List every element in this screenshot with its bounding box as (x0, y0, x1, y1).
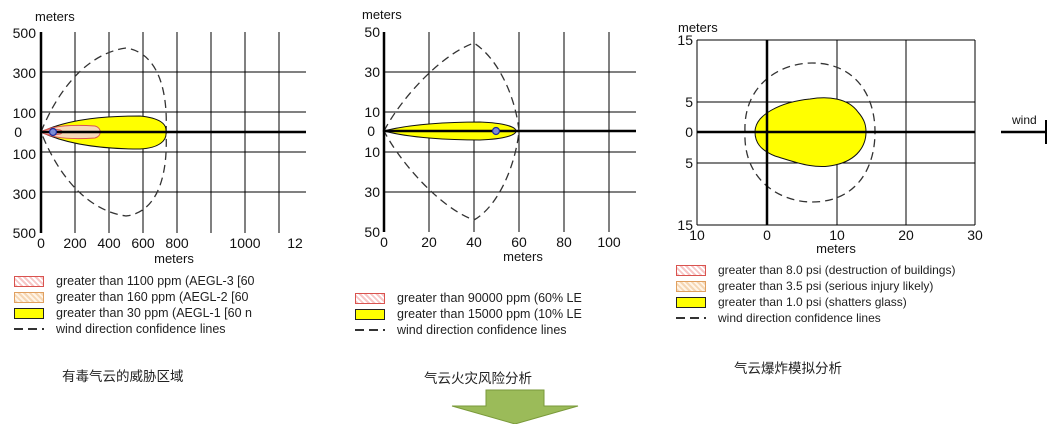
chart3-y-ticks: 15 5 0 5 15 (677, 32, 693, 233)
chart3-caption: 气云爆炸模拟分析 (734, 361, 842, 376)
chart2-ytick: 50 (364, 24, 380, 40)
legend-swatch-orange (676, 280, 706, 292)
chart-toxic-threat-zone: meters 500 300 100 0 100 300 50 (13, 9, 306, 266)
chart3-xtick: 30 (967, 227, 983, 243)
chart1-y-ticks: 500 300 100 0 100 300 500 (13, 25, 37, 241)
chart3-ytick: 15 (677, 217, 693, 233)
legend-swatch-dashed (676, 317, 706, 319)
legend-item: greater than 3.5 psi (serious injury lik… (676, 278, 1026, 294)
chart1-ytick: 300 (13, 65, 37, 81)
chart3-xlabel: meters (816, 241, 856, 256)
chart1-source-marker (48, 127, 58, 137)
legend-swatch-red (676, 264, 706, 276)
chart2-xtick: 60 (511, 234, 527, 250)
legend-swatch-orange (14, 291, 44, 303)
chart1-xtick: 200 (63, 235, 87, 251)
chart2-caption: 气云火灾风险分析 (424, 371, 532, 386)
chart3-ytick: 5 (685, 94, 693, 110)
legend-label: greater than 160 ppm (AEGL-2 [60 (56, 289, 249, 304)
chart1-xtick: 400 (97, 235, 121, 251)
chart1-x-ticks: 0 200 400 600 800 1000 12 (37, 235, 303, 251)
down-arrow-icon (451, 389, 579, 424)
legend-label: wind direction confidence lines (718, 310, 881, 325)
legend-item: wind direction confidence lines (14, 321, 310, 337)
legend-label: greater than 3.5 psi (serious injury lik… (718, 278, 934, 293)
legend-label: greater than 1.0 psi (shatters glass) (718, 294, 907, 309)
chart1-xlabel: meters (154, 251, 194, 266)
chart2-xtick: 20 (421, 234, 437, 250)
legend-item: greater than 90000 ppm (60% LE (355, 290, 639, 306)
chart2-y-ticks: 50 30 10 0 10 30 50 (364, 24, 380, 240)
legend-item: wind direction confidence lines (676, 310, 1026, 326)
legend-item: greater than 8.0 psi (destruction of bui… (676, 262, 1026, 278)
chart2-ytick: 30 (364, 64, 380, 80)
legend-swatch-red (14, 275, 44, 287)
chart2-x-ticks: 0 20 40 60 80 100 (380, 234, 621, 250)
legend-swatch-yellow (14, 307, 44, 319)
chart-explosion-sim: meters 15 5 0 5 15 10 0 10 20 30 (677, 20, 1047, 256)
chart1-ytick: 0 (14, 124, 22, 140)
chart1-caption: 有毒气云的威胁区域 (62, 369, 184, 384)
legend-swatch-dashed (355, 329, 385, 331)
legend-label: wind direction confidence lines (397, 322, 567, 337)
chart3-xtick: 20 (898, 227, 914, 243)
chart3-ytick: 15 (677, 32, 693, 48)
chart2-xtick: 80 (556, 234, 572, 250)
legend-label: greater than 30 ppm (AEGL-1 [60 n (56, 305, 252, 320)
legend-label: greater than 1100 ppm (AEGL-3 [60 (56, 273, 255, 288)
chart1-xtick: 600 (131, 235, 155, 251)
legend-label: wind direction confidence lines (56, 321, 226, 336)
chart1-ylabel: meters (35, 9, 75, 24)
chart3-xtick: 10 (829, 227, 845, 243)
legend-label: greater than 8.0 psi (destruction of bui… (718, 262, 956, 277)
chart-fire-risk: meters 50 30 10 0 10 30 50 0 20 (362, 7, 636, 264)
legend-label: greater than 15000 ppm (10% LE (397, 306, 582, 321)
legend-item: greater than 15000 ppm (10% LE (355, 306, 639, 322)
chart1-xtick: 0 (37, 235, 45, 251)
legend-swatch-red (355, 292, 385, 304)
legend-item: greater than 1.0 psi (shatters glass) (676, 294, 1026, 310)
chart1-ytick: 500 (13, 25, 37, 41)
chart1-ytick: 100 (13, 146, 37, 162)
chart2-ytick: 10 (364, 144, 380, 160)
chart3-xtick: 0 (763, 227, 771, 243)
chart2-ytick: 0 (367, 123, 375, 139)
legend-swatch-yellow (676, 296, 706, 308)
chart3-grid (696, 39, 976, 226)
legend-item: greater than 160 ppm (AEGL-2 [60 (14, 289, 310, 305)
legend-item: greater than 1100 ppm (AEGL-3 [60 (14, 273, 310, 289)
chart2-xlabel: meters (503, 249, 543, 264)
chart1-ytick: 500 (13, 225, 37, 241)
chart2-ytick: 30 (364, 184, 380, 200)
chart2-xtick: 100 (597, 234, 621, 250)
chart2-legend: greater than 90000 ppm (60% LE greater t… (355, 290, 639, 338)
wind-label: wind (1011, 113, 1037, 127)
legend-item: wind direction confidence lines (355, 322, 639, 338)
chart1-ytick: 100 (13, 105, 37, 121)
legend-item: greater than 30 ppm (AEGL-1 [60 n (14, 305, 310, 321)
chart2-ytick: 10 (364, 104, 380, 120)
chart2-marker (491, 126, 501, 136)
chart3-ylabel: meters (678, 20, 718, 35)
chart1-xtick: 800 (165, 235, 189, 251)
legend-swatch-dashed (14, 328, 44, 330)
chart2-ytick: 50 (364, 224, 380, 240)
chart3-legend: greater than 8.0 psi (destruction of bui… (676, 262, 1026, 326)
chart1-xtick: 12 (287, 235, 303, 251)
chart3-ytick: 5 (685, 155, 693, 171)
chart2-ylabel: meters (362, 7, 402, 22)
chart3-ytick: 0 (685, 124, 693, 140)
wind-indicator: wind (1001, 113, 1047, 144)
chart2-xtick: 40 (466, 234, 482, 250)
legend-label: greater than 90000 ppm (60% LE (397, 290, 582, 305)
chart1-xtick: 1000 (229, 235, 260, 251)
chart2-xtick: 0 (380, 234, 388, 250)
chart3-x-ticks: 10 0 10 20 30 (689, 227, 983, 243)
chart1-legend: greater than 1100 ppm (AEGL-3 [60 greate… (14, 273, 310, 337)
legend-swatch-yellow (355, 308, 385, 320)
chart3-xtick: 10 (689, 227, 705, 243)
chart1-ytick: 300 (13, 186, 37, 202)
